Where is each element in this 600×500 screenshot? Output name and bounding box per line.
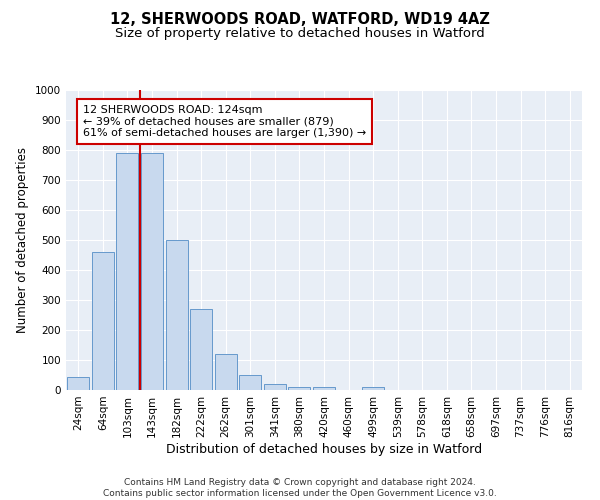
Bar: [239, 375, 262, 390]
Text: 12 SHERWOODS ROAD: 124sqm
← 39% of detached houses are smaller (879)
61% of semi: 12 SHERWOODS ROAD: 124sqm ← 39% of detac…: [83, 105, 366, 138]
Bar: [190, 309, 212, 390]
Bar: [141, 153, 163, 390]
Bar: [116, 153, 139, 390]
Bar: [215, 354, 237, 390]
Bar: [92, 252, 114, 390]
Text: 12, SHERWOODS ROAD, WATFORD, WD19 4AZ: 12, SHERWOODS ROAD, WATFORD, WD19 4AZ: [110, 12, 490, 28]
Bar: [264, 384, 286, 390]
Bar: [362, 387, 384, 390]
Bar: [313, 387, 335, 390]
Text: Contains HM Land Registry data © Crown copyright and database right 2024.
Contai: Contains HM Land Registry data © Crown c…: [103, 478, 497, 498]
Bar: [67, 376, 89, 390]
X-axis label: Distribution of detached houses by size in Watford: Distribution of detached houses by size …: [166, 442, 482, 456]
Bar: [166, 240, 188, 390]
Y-axis label: Number of detached properties: Number of detached properties: [16, 147, 29, 333]
Text: Size of property relative to detached houses in Watford: Size of property relative to detached ho…: [115, 28, 485, 40]
Bar: [289, 387, 310, 390]
